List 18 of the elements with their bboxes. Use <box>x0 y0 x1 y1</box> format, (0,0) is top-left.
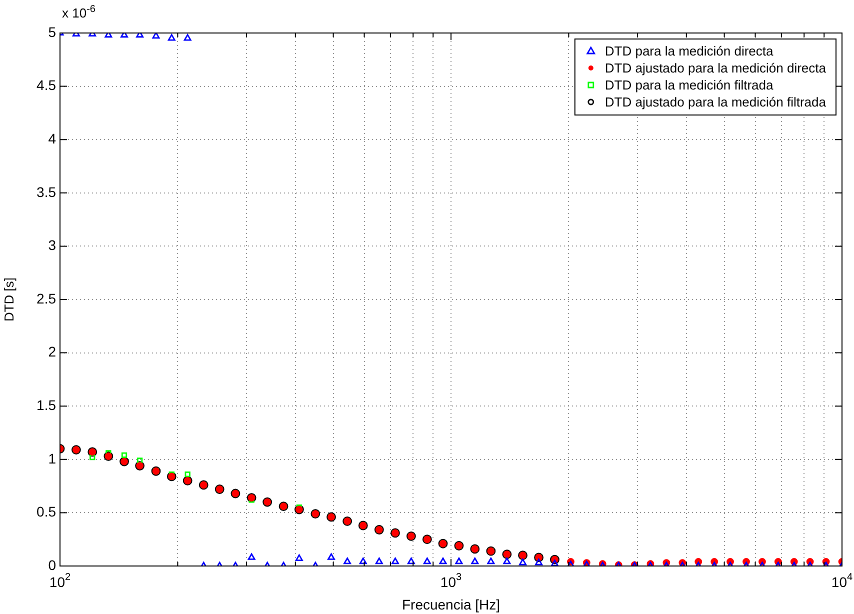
y-tick-label: 3 <box>48 237 56 254</box>
x-axis-title: Frecuencia [Hz] <box>402 596 500 612</box>
y-tick-label: 1 <box>48 450 56 466</box>
legend-label: DTD para la medición directa <box>604 44 774 59</box>
y-axis-title: DTD [s] <box>1 277 16 322</box>
y-tick-label: 2.5 <box>36 290 56 306</box>
y-tick-label: 3.5 <box>36 184 56 200</box>
legend-label: DTD ajustado para la medición directa <box>604 60 827 76</box>
y-tick-label: 4.5 <box>36 77 56 94</box>
y-tick-label: 0.5 <box>36 504 56 520</box>
text: x 10$^{-6}$ <box>62 4 96 20</box>
y-tick-label: 4 <box>48 130 56 146</box>
y-tick-label: 0 <box>48 556 56 573</box>
legend-label: DTD para la medición filtrada <box>604 78 774 93</box>
y-tick-label: 2 <box>48 344 56 360</box>
y-tick-label: 1.5 <box>36 396 56 413</box>
legend-label: DTD ajustado para la medición filtrada <box>604 94 827 110</box>
y-tick-label: 5 <box>48 24 56 40</box>
